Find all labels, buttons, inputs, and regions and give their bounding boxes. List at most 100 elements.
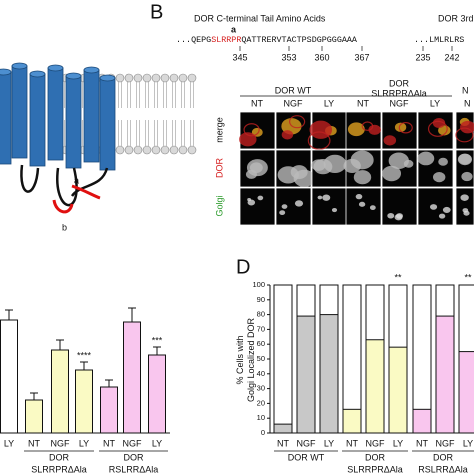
lipid-head <box>115 73 125 83</box>
sequence-2: ...LMLRLRS <box>414 35 464 45</box>
bar <box>0 319 18 434</box>
cell <box>281 204 288 209</box>
site-label-a: a <box>74 175 79 185</box>
loop-red <box>52 199 74 214</box>
cell <box>438 157 448 166</box>
lipid-head <box>169 145 179 155</box>
seq-before: ...QEPG <box>176 35 211 45</box>
helix-cap <box>47 64 64 72</box>
category-label: NGF <box>123 438 143 448</box>
cell <box>457 153 473 166</box>
y-axis-label: % Cells withGolgi Localized DOR <box>235 317 256 402</box>
bar <box>388 346 408 434</box>
helix-cap <box>29 70 46 78</box>
condition-label: LY <box>430 98 440 108</box>
row-label: DOR <box>214 158 224 179</box>
bar <box>296 315 316 434</box>
category-label: LY <box>152 438 162 448</box>
group-label: DOR <box>365 452 386 462</box>
cell <box>309 120 333 139</box>
seq-motif: SLRRPR <box>211 35 241 45</box>
lipid-head <box>124 145 134 155</box>
group-label: SLRRPRΔAla <box>31 464 87 474</box>
cell <box>281 130 294 140</box>
cell <box>294 200 304 207</box>
loop <box>20 164 40 193</box>
category-label: NT <box>103 438 115 448</box>
cell <box>358 201 366 207</box>
category-label: LY <box>463 438 473 448</box>
y-tick-label: 0 <box>261 428 265 437</box>
cell <box>463 210 470 216</box>
group-label: DOR WT <box>275 85 312 95</box>
micrograph <box>455 187 474 226</box>
site-label-b: b <box>62 222 67 232</box>
cell <box>382 165 402 182</box>
sequence: ...QEPGSLRRPRQATTRERVTACTPSDGPGGGAAA <box>176 35 358 45</box>
helix <box>0 71 12 165</box>
y-tick-label: 10 <box>257 413 265 422</box>
micrograph <box>239 187 276 226</box>
sequence-title: DOR C-terminal Tail Amino Acids <box>194 13 326 23</box>
position-label: 353 <box>281 52 296 62</box>
cell <box>290 165 308 179</box>
cell <box>347 122 365 137</box>
group-label: N <box>462 85 469 95</box>
helix-cap <box>11 62 28 70</box>
lipid-head <box>133 73 143 83</box>
y-tick-label: 90 <box>257 295 265 304</box>
condition-label: N <box>464 98 471 108</box>
condition-label: NGF <box>390 98 410 108</box>
category-label: NT <box>346 438 358 448</box>
bar <box>273 423 293 434</box>
y-label-line: Golgi Localized DOR <box>246 317 256 402</box>
category-label: NT <box>28 438 40 448</box>
cell <box>355 193 363 200</box>
lipid-head <box>187 145 197 155</box>
bar <box>25 399 43 434</box>
helix-cap <box>65 72 82 80</box>
cell <box>461 171 473 182</box>
lipid-head <box>124 73 134 83</box>
helix <box>11 65 28 159</box>
lipid-head <box>115 145 125 155</box>
lipid-head <box>142 145 152 155</box>
cell <box>417 151 435 166</box>
category-label: NT <box>416 438 428 448</box>
lipid-head <box>133 145 143 155</box>
tail <box>70 167 109 197</box>
category-label: NGF <box>436 438 456 448</box>
row-label: merge <box>214 117 224 143</box>
position-label: 360 <box>314 52 329 62</box>
lipid-head <box>160 73 170 83</box>
micrograph <box>311 187 348 226</box>
cell <box>432 117 446 129</box>
helix <box>47 67 64 161</box>
cell <box>442 206 451 214</box>
y-tick-label: 30 <box>257 384 265 393</box>
bar <box>123 321 141 434</box>
cell <box>331 207 338 213</box>
cell <box>279 210 286 216</box>
bar <box>100 386 118 434</box>
lipid-head <box>169 73 179 83</box>
category-label: LY <box>393 438 403 448</box>
lipid-head <box>151 145 161 155</box>
condition-label: NGF <box>284 98 304 108</box>
y-tick-label: 20 <box>257 398 265 407</box>
row-label: Golgi <box>214 195 224 216</box>
condition-label: NT <box>357 98 369 108</box>
significance: ** <box>394 272 402 282</box>
helix <box>99 77 116 171</box>
group-label: DOR <box>433 452 454 462</box>
bar <box>458 351 474 434</box>
cell <box>398 121 413 134</box>
group-label: RSLRRΔAla <box>109 464 159 474</box>
panel-label: D <box>236 256 250 278</box>
significance: *** <box>152 335 163 345</box>
helix-cap <box>0 68 12 76</box>
helix <box>65 75 82 169</box>
cell <box>403 159 414 168</box>
position-label: 345 <box>232 52 247 62</box>
